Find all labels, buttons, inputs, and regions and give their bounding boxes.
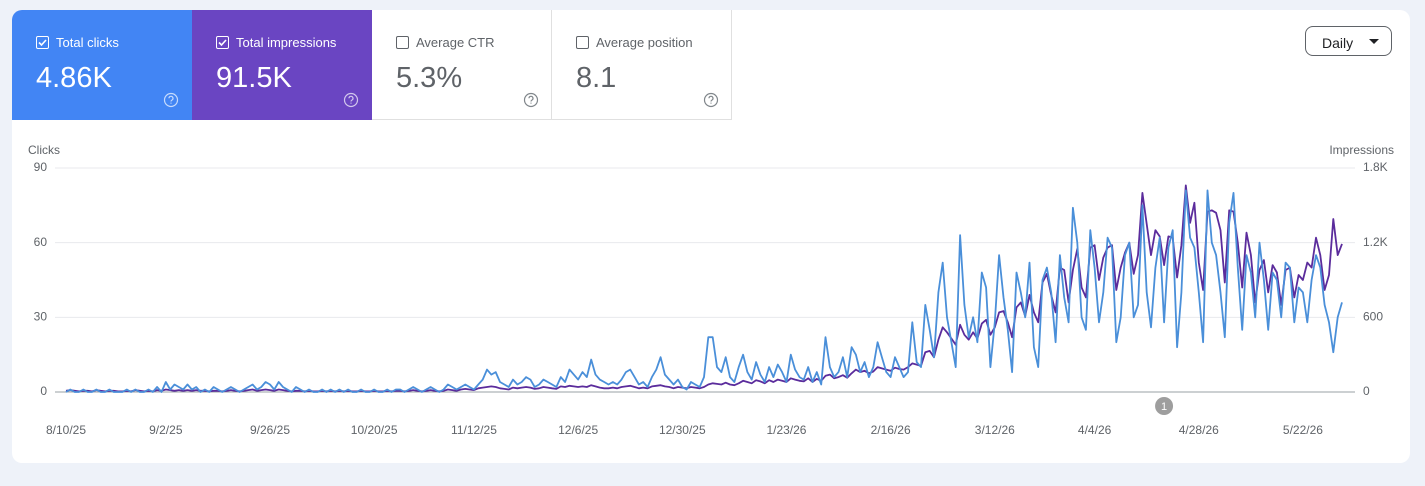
help-glyph bbox=[528, 95, 534, 104]
y2-tick-label: 0 bbox=[1363, 384, 1370, 398]
help-icon[interactable] bbox=[163, 92, 179, 108]
metric-value: 8.1 bbox=[576, 62, 617, 94]
x-tick-label: 1/23/26 bbox=[766, 423, 806, 437]
help-circle bbox=[343, 92, 359, 108]
metric-label: Total clicks bbox=[56, 35, 119, 50]
x-tick-label: 11/12/25 bbox=[451, 423, 497, 437]
x-tick-label: 9/26/25 bbox=[250, 423, 290, 437]
help-icon[interactable] bbox=[523, 92, 539, 108]
series-line bbox=[65, 184, 1343, 393]
y2-tick-label: 1.2K bbox=[1363, 235, 1388, 249]
y2-axis-title: Impressions bbox=[1329, 143, 1394, 157]
metric-label: Average CTR bbox=[416, 35, 495, 50]
help-glyph bbox=[168, 95, 174, 104]
help-glyph bbox=[348, 95, 354, 104]
help-circle bbox=[163, 92, 179, 108]
checkbox[interactable] bbox=[216, 36, 229, 49]
metric-label: Total impressions bbox=[236, 35, 337, 50]
granularity-dropdown[interactable]: Daily bbox=[1305, 26, 1392, 56]
metric-label: Average position bbox=[596, 35, 693, 50]
checkmark-path bbox=[218, 39, 227, 47]
x-tick-label: 3/12/26 bbox=[975, 423, 1015, 437]
metric-value: 4.86K bbox=[36, 62, 112, 94]
checkbox[interactable] bbox=[576, 36, 589, 49]
metric-header: Total impressions bbox=[216, 35, 336, 50]
metric-tile[interactable]: Average CTR 5.3% bbox=[372, 10, 552, 120]
checkbox[interactable] bbox=[36, 36, 49, 49]
y-tick-label: 60 bbox=[34, 235, 48, 249]
metric-header: Total clicks bbox=[36, 35, 119, 50]
y2-tick-label: 1.8K bbox=[1363, 160, 1388, 174]
x-tick-label: 12/30/25 bbox=[659, 423, 706, 437]
metric-tile[interactable]: Total impressions 91.5K bbox=[192, 10, 372, 120]
x-tick-label: 12/6/25 bbox=[558, 423, 598, 437]
series-line bbox=[65, 189, 1343, 393]
x-tick-label: 2/16/26 bbox=[871, 423, 911, 437]
checkmark bbox=[38, 39, 47, 47]
x-tick-label: 8/10/25 bbox=[46, 423, 86, 437]
y-tick-label: 0 bbox=[40, 384, 47, 398]
metric-header: Average position bbox=[576, 35, 693, 50]
help-icon[interactable] bbox=[343, 92, 359, 108]
y-axis-title: Clicks bbox=[28, 143, 60, 157]
metric-tile[interactable]: Average position 8.1 bbox=[552, 10, 732, 120]
help-glyph bbox=[708, 95, 714, 104]
y-tick-label: 30 bbox=[34, 310, 48, 324]
metric-value: 91.5K bbox=[216, 62, 292, 94]
x-tick-label: 9/2/25 bbox=[149, 423, 183, 437]
annotation-label: 1 bbox=[1161, 401, 1167, 413]
metric-header: Average CTR bbox=[396, 35, 495, 50]
checkmark bbox=[218, 39, 227, 47]
y-tick-label: 90 bbox=[34, 160, 48, 174]
help-circle bbox=[523, 92, 539, 108]
metric-value: 5.3% bbox=[396, 62, 463, 94]
annotation-marker bbox=[1155, 397, 1174, 415]
checkmark-path bbox=[38, 39, 47, 47]
help-circle bbox=[703, 92, 719, 108]
dropdown-arrow bbox=[1369, 39, 1379, 44]
dropdown-label: Daily bbox=[1322, 35, 1354, 51]
metric-tiles: Total clicks 4.86K Total impressions 91.5K A… bbox=[12, 10, 732, 120]
checkbox[interactable] bbox=[396, 36, 409, 49]
y2-tick-label: 600 bbox=[1363, 310, 1383, 324]
x-tick-label: 4/28/26 bbox=[1179, 423, 1219, 437]
annotation[interactable]: 1 bbox=[1155, 397, 1174, 415]
help-icon[interactable] bbox=[703, 92, 719, 108]
x-tick-label: 4/4/26 bbox=[1078, 423, 1112, 437]
metric-tile[interactable]: Total clicks 4.86K bbox=[12, 10, 192, 120]
x-tick-label: 5/22/26 bbox=[1283, 423, 1323, 437]
x-tick-label: 10/20/25 bbox=[351, 423, 398, 437]
